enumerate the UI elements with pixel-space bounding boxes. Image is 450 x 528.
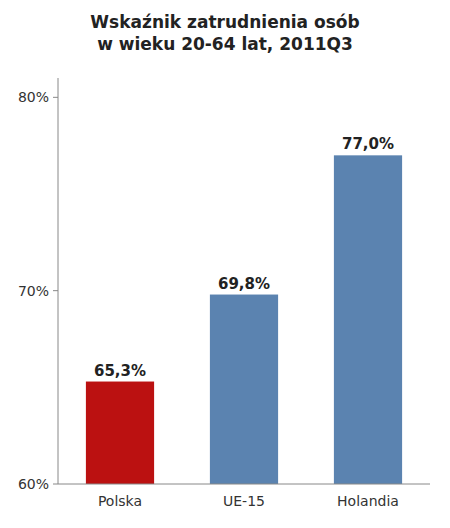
y-axis: 60% 70% 80%: [18, 78, 58, 492]
bar: [210, 295, 278, 484]
x-tick-label: UE-15: [223, 493, 265, 509]
data-label: 65,3%: [94, 362, 146, 380]
y-axis-line: [58, 78, 59, 484]
bar: [86, 382, 154, 484]
y-tick: [53, 290, 58, 291]
x-axis: Polska UE-15 Holandia: [58, 484, 430, 509]
data-label: 69,8%: [218, 275, 270, 293]
y-tick: [53, 484, 58, 485]
chart-svg: Wskaźnik zatrudnienia osóbw wieku 20-64 …: [0, 0, 450, 528]
data-labels: 65,3% 69,8% 77,0%: [94, 135, 394, 379]
title-group: Wskaźnik zatrudnienia osóbw wieku 20-64 …: [90, 12, 359, 54]
data-label: 77,0%: [342, 135, 394, 153]
x-axis-line: [58, 484, 430, 485]
y-tick-label: 60%: [18, 476, 49, 492]
y-tick: [53, 97, 58, 98]
bar: [334, 155, 402, 484]
x-tick-label: Polska: [98, 493, 142, 509]
bars: [86, 155, 402, 484]
title: Wskaźnik zatrudnienia osób: [90, 12, 359, 32]
x-tick-label: Holandia: [337, 493, 399, 509]
y-tick-label: 70%: [18, 283, 49, 299]
chart-container: Wskaźnik zatrudnienia osóbw wieku 20-64 …: [0, 0, 450, 528]
subtitle: w wieku 20-64 lat, 2011Q3: [97, 34, 353, 54]
y-tick-label: 80%: [18, 89, 49, 105]
